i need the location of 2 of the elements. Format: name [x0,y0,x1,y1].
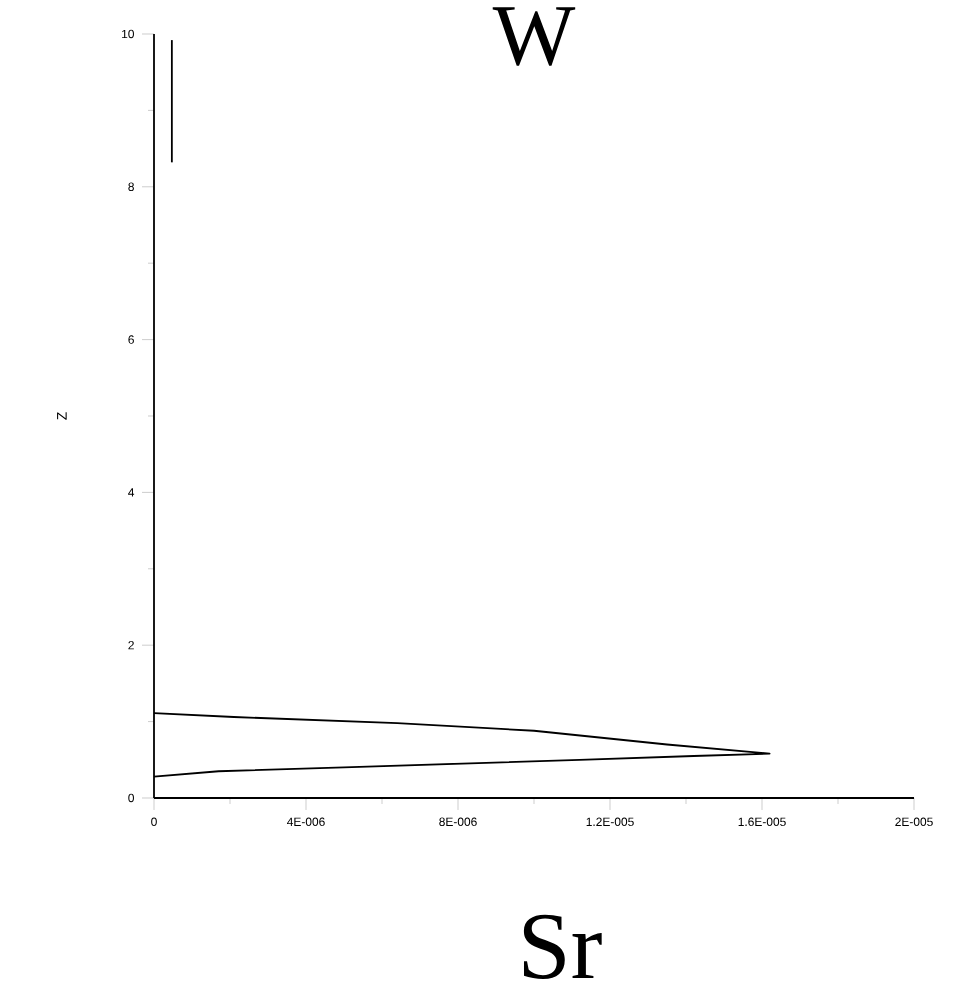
text: Sr [523,914,602,979]
chart-title: W [492,7,576,66]
